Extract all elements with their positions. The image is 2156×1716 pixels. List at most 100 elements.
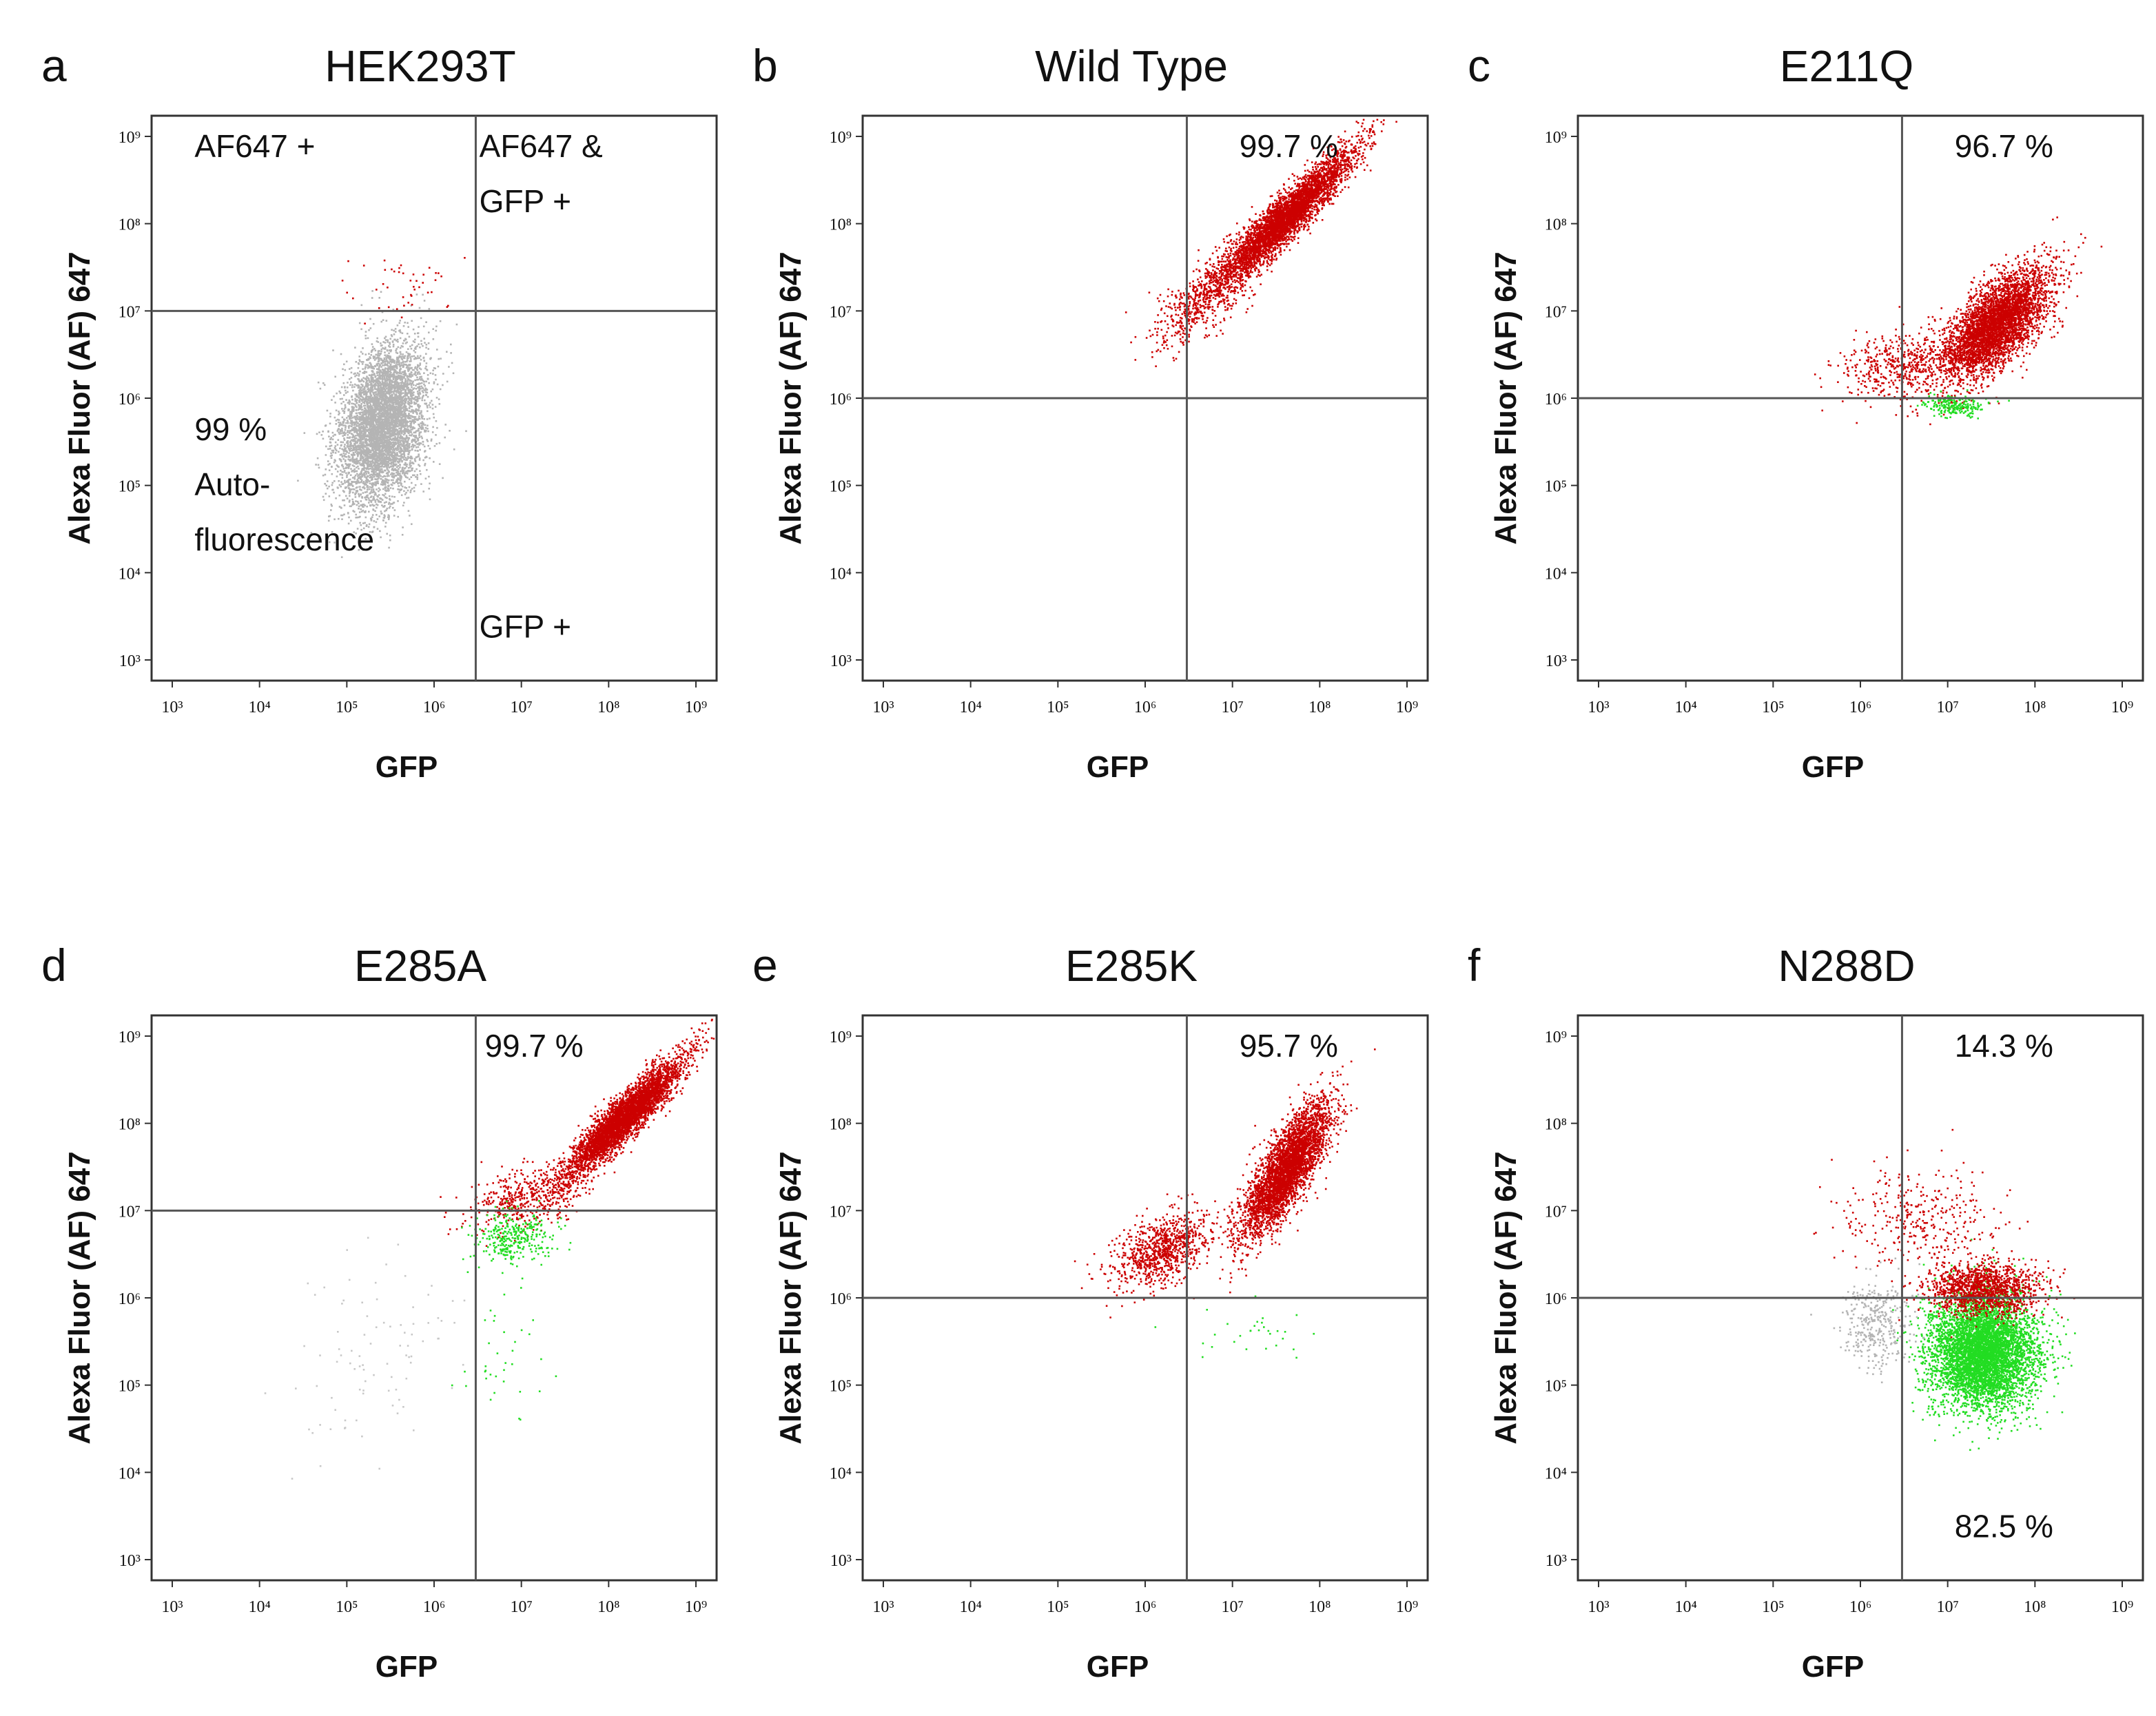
data-point xyxy=(428,475,430,478)
data-point xyxy=(421,421,424,423)
data-point xyxy=(406,436,409,439)
data-point xyxy=(427,406,429,409)
data-point xyxy=(404,420,406,422)
panel-letter: a xyxy=(41,40,67,91)
data-point xyxy=(426,418,429,420)
data-point xyxy=(351,477,354,479)
data-point xyxy=(379,382,382,384)
data-point xyxy=(393,451,396,453)
data-point xyxy=(384,367,387,369)
data-point xyxy=(369,318,371,320)
data-point xyxy=(387,453,389,456)
data-point xyxy=(388,506,391,509)
data-point xyxy=(392,366,394,369)
data-point xyxy=(371,516,373,518)
data-point xyxy=(381,383,384,386)
data-point xyxy=(427,395,429,398)
data-point xyxy=(424,403,427,405)
data-point xyxy=(347,422,349,424)
data-point xyxy=(397,386,399,388)
data-point xyxy=(343,454,346,457)
data-point xyxy=(398,388,400,390)
data-point xyxy=(385,448,387,450)
data-point xyxy=(377,495,379,498)
data-point xyxy=(403,415,406,418)
data-point xyxy=(417,429,419,432)
data-point xyxy=(402,422,405,424)
data-point xyxy=(397,371,400,374)
data-point xyxy=(409,515,411,517)
data-point xyxy=(365,477,367,479)
data-point xyxy=(372,444,375,446)
data-point xyxy=(425,353,427,355)
data-point xyxy=(383,502,386,504)
data-point xyxy=(361,400,363,402)
data-point xyxy=(416,443,419,445)
data-point xyxy=(406,497,408,499)
data-point xyxy=(391,431,394,433)
data-point xyxy=(372,458,375,460)
data-point xyxy=(359,473,361,475)
data-point xyxy=(339,428,342,431)
data-point xyxy=(388,517,390,519)
data-point xyxy=(375,466,378,468)
data-point xyxy=(372,391,374,394)
data-point xyxy=(403,437,405,440)
data-point xyxy=(386,507,389,510)
data-point xyxy=(366,453,369,455)
data-point xyxy=(384,383,386,386)
data-point xyxy=(427,348,430,350)
data-point xyxy=(395,390,398,392)
data-point xyxy=(409,449,411,452)
data-point xyxy=(365,404,367,407)
data-point xyxy=(373,468,376,470)
data-point xyxy=(413,427,415,429)
data-point xyxy=(362,464,364,467)
data-point xyxy=(354,470,357,473)
data-point xyxy=(377,421,379,424)
data-point xyxy=(404,372,406,375)
data-point xyxy=(413,457,416,460)
data-point xyxy=(375,440,378,443)
data-point xyxy=(378,451,380,453)
data-point xyxy=(397,382,400,384)
data-point xyxy=(351,440,354,442)
data-point xyxy=(352,389,354,392)
data-point xyxy=(397,425,399,428)
data-point xyxy=(409,373,411,375)
data-point xyxy=(371,412,374,414)
data-point xyxy=(396,356,398,359)
data-point xyxy=(380,477,382,480)
data-point xyxy=(390,424,392,426)
data-point xyxy=(386,382,389,384)
data-point xyxy=(404,472,407,474)
data-point xyxy=(392,487,394,490)
data-point xyxy=(354,493,356,496)
data-point xyxy=(402,342,404,344)
data-point xyxy=(398,398,401,401)
data-point xyxy=(335,497,337,499)
data-point xyxy=(383,394,386,396)
data-point xyxy=(347,421,349,423)
data-point xyxy=(386,497,388,499)
data-point xyxy=(386,452,389,455)
data-point xyxy=(375,397,378,400)
data-point xyxy=(369,464,371,466)
data-point xyxy=(400,470,403,473)
data-point xyxy=(345,495,347,497)
data-point xyxy=(367,409,369,412)
data-point xyxy=(388,546,390,549)
data-point xyxy=(359,442,361,444)
data-point xyxy=(408,437,410,439)
data-point xyxy=(411,457,413,459)
data-point xyxy=(384,489,387,491)
data-point xyxy=(396,379,398,382)
data-point xyxy=(407,382,409,384)
data-point xyxy=(364,504,366,507)
data-point xyxy=(378,424,381,426)
data-point xyxy=(353,465,356,468)
data-point xyxy=(375,493,377,496)
data-point xyxy=(422,422,424,424)
data-point xyxy=(390,391,392,393)
data-point xyxy=(419,417,421,420)
